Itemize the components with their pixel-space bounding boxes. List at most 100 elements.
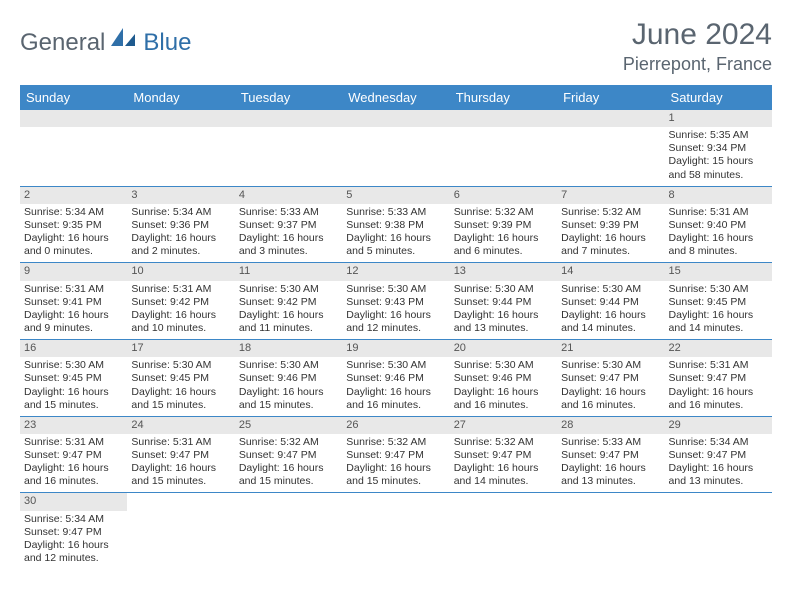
sunset-text: Sunset: 9:47 PM [24, 449, 123, 462]
day-number: 3 [127, 187, 234, 204]
day-number: 11 [235, 263, 342, 280]
day-number: 27 [450, 417, 557, 434]
day-number: 9 [20, 263, 127, 280]
day-number: 16 [20, 340, 127, 357]
sunrise-text: Sunrise: 5:34 AM [669, 436, 768, 449]
day-header: Sunday [20, 85, 127, 110]
day-number: 25 [235, 417, 342, 434]
cell-body: Sunrise: 5:30 AMSunset: 9:47 PMDaylight:… [557, 357, 664, 416]
daylight-text: Daylight: 16 hours and 14 minutes. [454, 462, 553, 488]
calendar-cell: 30Sunrise: 5:34 AMSunset: 9:47 PMDayligh… [20, 493, 127, 569]
calendar-cell: 19Sunrise: 5:30 AMSunset: 9:46 PMDayligh… [342, 340, 449, 417]
day-number: 5 [342, 187, 449, 204]
calendar-cell: 15Sunrise: 5:30 AMSunset: 9:45 PMDayligh… [665, 263, 772, 340]
daylight-text: Daylight: 16 hours and 15 minutes. [346, 462, 445, 488]
sunrise-text: Sunrise: 5:32 AM [239, 436, 338, 449]
daylight-text: Daylight: 16 hours and 8 minutes. [669, 232, 768, 258]
calendar-cell: 17Sunrise: 5:30 AMSunset: 9:45 PMDayligh… [127, 340, 234, 417]
cell-body: Sunrise: 5:33 AMSunset: 9:37 PMDaylight:… [235, 204, 342, 263]
sunrise-text: Sunrise: 5:30 AM [346, 283, 445, 296]
cell-body: Sunrise: 5:30 AMSunset: 9:45 PMDaylight:… [127, 357, 234, 416]
cell-body: Sunrise: 5:30 AMSunset: 9:46 PMDaylight:… [450, 357, 557, 416]
cell-body: Sunrise: 5:30 AMSunset: 9:45 PMDaylight:… [665, 281, 772, 340]
calendar-row: 9Sunrise: 5:31 AMSunset: 9:41 PMDaylight… [20, 263, 772, 340]
sunrise-text: Sunrise: 5:31 AM [24, 283, 123, 296]
blank-day-bar [235, 110, 342, 127]
daylight-text: Daylight: 16 hours and 15 minutes. [239, 386, 338, 412]
daylight-text: Daylight: 16 hours and 6 minutes. [454, 232, 553, 258]
calendar-cell: 24 Sunrise: 5:31 AMSunset: 9:47 PMDayligh… [127, 416, 234, 493]
cell-body: Sunrise: 5:30 AMSunset: 9:46 PMDaylight:… [235, 357, 342, 416]
sunset-text: Sunset: 9:46 PM [454, 372, 553, 385]
calendar-cell [450, 493, 557, 569]
sunset-text: Sunset: 9:46 PM [346, 372, 445, 385]
cell-body: Sunrise: 5:31 AMSunset: 9:41 PMDaylight:… [20, 281, 127, 340]
day-header-row: Sunday Monday Tuesday Wednesday Thursday… [20, 85, 772, 110]
calendar-cell: 23Sunrise: 5:31 AMSunset: 9:47 PMDayligh… [20, 416, 127, 493]
sunrise-text: Sunrise: 5:31 AM [669, 206, 768, 219]
daylight-text: Daylight: 16 hours and 16 minutes. [669, 386, 768, 412]
sunset-text: Sunset: 9:45 PM [131, 372, 230, 385]
daylight-text: Daylight: 16 hours and 15 minutes. [131, 462, 230, 488]
sunset-text: Sunset: 9:43 PM [346, 296, 445, 309]
sunset-text: Sunset: 9:39 PM [454, 219, 553, 232]
sunrise-text: Sunrise: 5:31 AM [131, 436, 230, 449]
cell-body: Sunrise: 5:30 AMSunset: 9:43 PMDaylight:… [342, 281, 449, 340]
calendar-cell: 9Sunrise: 5:31 AMSunset: 9:41 PMDaylight… [20, 263, 127, 340]
calendar-cell: 2Sunrise: 5:34 AMSunset: 9:35 PMDaylight… [20, 186, 127, 263]
calendar-row: 1Sunrise: 5:35 AMSunset: 9:34 PMDaylight… [20, 110, 772, 186]
sunset-text: Sunset: 9:47 PM [24, 526, 123, 539]
day-header: Tuesday [235, 85, 342, 110]
sunset-text: Sunset: 9:47 PM [131, 449, 230, 462]
sunset-text: Sunset: 9:47 PM [669, 449, 768, 462]
day-number: 24 [127, 417, 234, 434]
sunrise-text: Sunrise: 5:31 AM [131, 283, 230, 296]
calendar-cell: 6Sunrise: 5:32 AMSunset: 9:39 PMDaylight… [450, 186, 557, 263]
cell-body: Sunrise: 5:30 AMSunset: 9:42 PMDaylight:… [235, 281, 342, 340]
sunset-text: Sunset: 9:35 PM [24, 219, 123, 232]
sunset-text: Sunset: 9:34 PM [669, 142, 768, 155]
day-number: 18 [235, 340, 342, 357]
cell-body: Sunrise: 5:34 AMSunset: 9:47 PMDaylight:… [20, 511, 127, 570]
calendar-cell [20, 110, 127, 186]
sunrise-text: Sunrise: 5:32 AM [346, 436, 445, 449]
daylight-text: Daylight: 16 hours and 2 minutes. [131, 232, 230, 258]
blank-day-bar [342, 110, 449, 127]
daylight-text: Daylight: 16 hours and 12 minutes. [346, 309, 445, 335]
daylight-text: Daylight: 16 hours and 13 minutes. [454, 309, 553, 335]
day-header: Wednesday [342, 85, 449, 110]
day-number: 4 [235, 187, 342, 204]
daylight-text: Daylight: 16 hours and 14 minutes. [561, 309, 660, 335]
daylight-text: Daylight: 16 hours and 15 minutes. [239, 462, 338, 488]
sunset-text: Sunset: 9:44 PM [561, 296, 660, 309]
calendar-cell: 7Sunrise: 5:32 AMSunset: 9:39 PMDaylight… [557, 186, 664, 263]
calendar-cell: 21Sunrise: 5:30 AMSunset: 9:47 PMDayligh… [557, 340, 664, 417]
sunrise-text: Sunrise: 5:30 AM [24, 359, 123, 372]
calendar-cell [127, 493, 234, 569]
sunrise-text: Sunrise: 5:33 AM [239, 206, 338, 219]
daylight-text: Daylight: 16 hours and 15 minutes. [24, 386, 123, 412]
daylight-text: Daylight: 16 hours and 7 minutes. [561, 232, 660, 258]
daylight-text: Daylight: 16 hours and 13 minutes. [561, 462, 660, 488]
location: Pierrepont, France [623, 54, 772, 75]
day-number: 30 [20, 493, 127, 510]
day-number: 26 [342, 417, 449, 434]
cell-body: Sunrise: 5:34 AMSunset: 9:36 PMDaylight:… [127, 204, 234, 263]
cell-body: Sunrise: 5:33 AMSunset: 9:38 PMDaylight:… [342, 204, 449, 263]
sunrise-text: Sunrise: 5:30 AM [454, 283, 553, 296]
logo: General Blue [20, 26, 191, 60]
cell-body: Sunrise: 5:32 AMSunset: 9:39 PMDaylight:… [557, 204, 664, 263]
day-number: 1 [665, 110, 772, 127]
calendar-cell: 8Sunrise: 5:31 AMSunset: 9:40 PMDaylight… [665, 186, 772, 263]
day-number: 6 [450, 187, 557, 204]
daylight-text: Daylight: 16 hours and 0 minutes. [24, 232, 123, 258]
calendar-cell [235, 110, 342, 186]
sunrise-text: Sunrise: 5:32 AM [454, 436, 553, 449]
sunset-text: Sunset: 9:47 PM [561, 372, 660, 385]
daylight-text: Daylight: 16 hours and 16 minutes. [24, 462, 123, 488]
sunset-text: Sunset: 9:45 PM [24, 372, 123, 385]
cell-body: Sunrise: 5:31 AMSunset: 9:47 PMDaylight:… [20, 434, 127, 493]
cell-body: Sunrise: 5:30 AMSunset: 9:45 PMDaylight:… [20, 357, 127, 416]
sunset-text: Sunset: 9:39 PM [561, 219, 660, 232]
calendar-cell: 10Sunrise: 5:31 AMSunset: 9:42 PMDayligh… [127, 263, 234, 340]
